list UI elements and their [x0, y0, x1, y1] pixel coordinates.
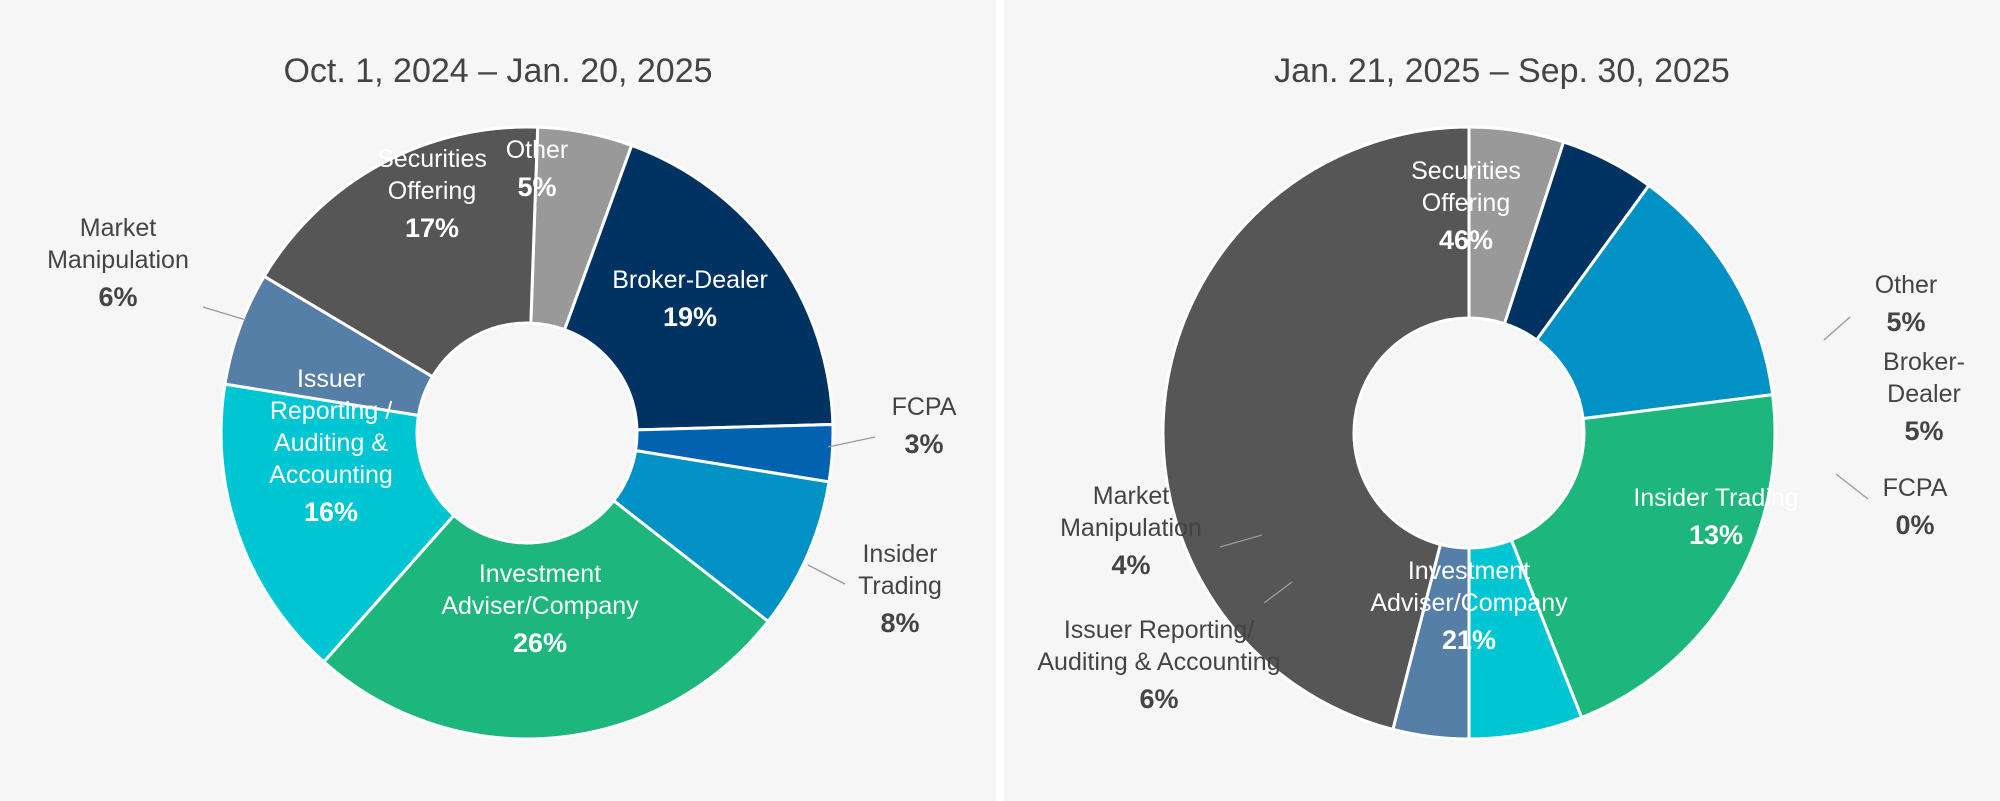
- slice-name: Manipulation: [47, 246, 189, 274]
- slice-name: Issuer: [297, 365, 365, 393]
- donut-slices: [1161, 125, 1777, 741]
- pie-slice: [1161, 125, 1471, 732]
- pie-slice: [262, 125, 540, 379]
- slice-percent: 5%: [1886, 307, 1925, 337]
- slice-label: Investment Adviser/Company 21%: [1370, 557, 1568, 655]
- slice-name: Manipulation: [1060, 514, 1202, 542]
- slice-label: Insider Trading 8%: [858, 540, 942, 638]
- slice-name: Reporting /: [270, 397, 392, 425]
- slice-name: Investment: [1408, 557, 1530, 585]
- donut-chart-right: Other 5% Broker- Dealer 5% FCPA 0% Insider Trad…: [1037, 125, 1965, 741]
- slice-name: Auditing & Accounting: [1037, 648, 1280, 676]
- slice-name: Investment: [479, 560, 601, 588]
- slice-percent: 5%: [517, 172, 556, 202]
- slice-name: Securities: [1411, 157, 1521, 185]
- leader-line: [202, 306, 247, 321]
- pie-slice: [1509, 392, 1777, 720]
- slice-percent: 6%: [1139, 684, 1178, 714]
- slice-label: FCPA 3%: [892, 393, 957, 459]
- slice-percent: 4%: [1111, 550, 1150, 580]
- slice-percent: 19%: [663, 302, 717, 332]
- slice-labels: Other 5% Broker-Dealer 19% FCPA 3% Insider Trad…: [47, 136, 957, 658]
- leader-line: [1263, 581, 1293, 604]
- slice-percent: 8%: [880, 608, 919, 638]
- slice-percent: 5%: [1904, 416, 1943, 446]
- pie-slice: [219, 382, 457, 664]
- slice-percent: 26%: [513, 628, 567, 658]
- slice-label: Broker- Dealer 5%: [1883, 348, 1965, 446]
- slice-label: Issuer Reporting/Auditing & Accounting 6%: [1037, 616, 1280, 714]
- slice-label: Broker-Dealer 19%: [612, 266, 768, 332]
- chart-title: Oct. 1, 2024 – Jan. 20, 2025: [283, 52, 713, 90]
- slice-name: Issuer Reporting/: [1064, 616, 1254, 644]
- leader-line: [1823, 316, 1851, 341]
- slice-name: Market: [80, 214, 156, 242]
- slice-percent: 6%: [98, 282, 137, 312]
- slice-percent: 21%: [1442, 625, 1496, 655]
- pie-slice: [321, 498, 771, 741]
- slice-name: Other: [506, 136, 569, 164]
- slice-name: Adviser/Company: [1370, 589, 1568, 617]
- leader-line: [807, 564, 846, 585]
- slice-name: Dealer: [1887, 380, 1961, 408]
- slice-name: Insider: [862, 540, 937, 568]
- slice-percent: 17%: [405, 213, 459, 243]
- slice-name: Securities: [377, 145, 487, 173]
- leader-line: [827, 436, 876, 448]
- slice-label: Market Manipulation 4%: [1060, 482, 1202, 580]
- leader-line: [1219, 534, 1263, 548]
- slice-labels: Other 5% Broker- Dealer 5% FCPA 0% Insider Trad…: [1037, 157, 1965, 714]
- slice-label: Market Manipulation 6%: [47, 214, 189, 312]
- slice-name: Adviser/Company: [441, 592, 639, 620]
- slice-label: FCPA 0%: [1883, 474, 1948, 540]
- slice-label: Issuer Reporting / Auditing & Accounting 16%: [269, 365, 393, 527]
- slice-percent: 16%: [304, 497, 358, 527]
- donut-chart-left: Other 5% Broker-Dealer 19% FCPA 3% Insider Trad…: [47, 125, 957, 741]
- slice-name: Other: [1875, 271, 1938, 299]
- slice-name: Trading: [858, 572, 942, 600]
- slice-name: Accounting: [269, 461, 393, 489]
- leader-line: [1835, 473, 1869, 500]
- slice-label: Securities Offering 46%: [1411, 157, 1521, 255]
- slice-percent: 46%: [1439, 225, 1493, 255]
- slice-name: FCPA: [892, 393, 957, 421]
- chart-title: Jan. 21, 2025 – Sep. 30, 2025: [1274, 52, 1730, 90]
- slice-name: Broker-: [1883, 348, 1965, 376]
- slice-label: Other 5%: [506, 136, 569, 202]
- slice-percent: 0%: [1895, 510, 1934, 540]
- slice-name: Market: [1093, 482, 1169, 510]
- chart-panel-right: Jan. 21, 2025 – Sep. 30, 2025 Other 5% Bro…: [1004, 0, 2000, 801]
- slice-label: Other 5%: [1875, 271, 1938, 337]
- slice-name: Insider Trading: [1633, 484, 1798, 512]
- slice-name: Offering: [1422, 189, 1510, 217]
- slice-percent: 13%: [1689, 520, 1743, 550]
- pie-slice: [562, 143, 835, 432]
- slice-label: Insider Trading 13%: [1633, 484, 1798, 550]
- slice-name: Offering: [388, 177, 476, 205]
- slice-name: FCPA: [1883, 474, 1948, 502]
- pie-slice: [1534, 183, 1775, 421]
- donut-slices: [219, 125, 835, 741]
- slice-name: Auditing &: [274, 429, 388, 457]
- slice-percent: 3%: [904, 429, 943, 459]
- slice-label: Investment Adviser/Company 26%: [441, 560, 639, 658]
- chart-panel-left: Oct. 1, 2024 – Jan. 20, 2025 Other 5% Brok…: [0, 0, 996, 801]
- slice-label: Securities Offering 17%: [377, 145, 487, 243]
- slice-name: Broker-Dealer: [612, 266, 768, 294]
